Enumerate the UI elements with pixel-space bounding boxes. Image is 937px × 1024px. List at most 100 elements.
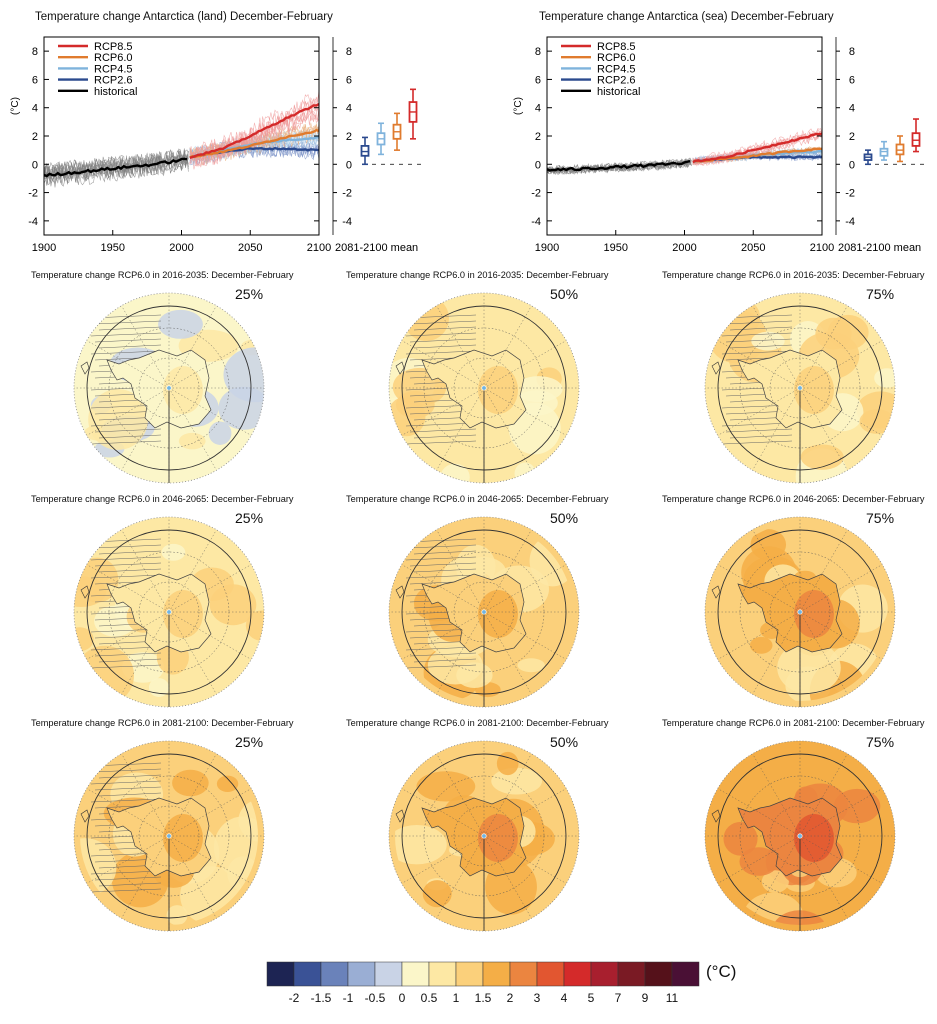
hatch-line bbox=[409, 320, 477, 325]
y-tick-label: 2 bbox=[32, 131, 38, 143]
pole-marker bbox=[797, 833, 803, 839]
hatch-line bbox=[721, 332, 793, 337]
colorbar-swatch bbox=[644, 961, 673, 987]
interior-warming bbox=[163, 366, 203, 414]
y-tick-label: -2 bbox=[28, 188, 38, 200]
hatch-line bbox=[98, 658, 162, 663]
hatch-line bbox=[405, 646, 477, 651]
y-tick-label-right: 2 bbox=[849, 131, 855, 143]
map-panel: Temperature change RCP6.0 in 2016-2035: … bbox=[340, 270, 620, 485]
map-field bbox=[705, 517, 895, 707]
colorbar-tick-label: 3 bbox=[533, 991, 541, 1005]
map-panel: Temperature change RCP6.0 in 2016-2035: … bbox=[25, 270, 305, 485]
hatch-line bbox=[90, 798, 162, 803]
colorbar-swatch bbox=[428, 961, 457, 987]
map-border bbox=[704, 516, 896, 708]
map-percentile: 25% bbox=[235, 734, 264, 750]
hatch-line bbox=[90, 646, 162, 651]
field-patch bbox=[456, 662, 493, 689]
mean-label: 2081-2100 mean bbox=[335, 242, 418, 254]
polar-map bbox=[388, 740, 580, 932]
field-patch bbox=[777, 641, 841, 694]
field-patch bbox=[74, 627, 94, 652]
field-patch bbox=[750, 529, 787, 561]
colorbar-tick-label: 1.5 bbox=[474, 991, 492, 1005]
map-border bbox=[73, 740, 265, 932]
colorbar-tick-label: 4 bbox=[560, 991, 568, 1005]
colorbar-swatch bbox=[374, 961, 403, 987]
map-panel: Temperature change RCP6.0 in 2016-2035: … bbox=[656, 270, 936, 485]
field-patch bbox=[800, 444, 844, 470]
pole-marker bbox=[166, 385, 172, 391]
y-tick-label-right: 6 bbox=[849, 74, 855, 86]
colorbar-tick-label: 11 bbox=[665, 991, 679, 1005]
map-title: Temperature change RCP6.0 in 2046-2065: … bbox=[662, 494, 925, 504]
hatch-line bbox=[90, 350, 162, 355]
y-tick-label: 2 bbox=[535, 131, 541, 143]
hatch-line bbox=[413, 550, 477, 555]
interior-warming bbox=[478, 590, 518, 638]
hatch-line bbox=[413, 658, 477, 663]
colorbar-swatch bbox=[455, 961, 484, 987]
south-america-outline bbox=[395, 361, 405, 375]
map-panel: Temperature change RCP6.0 in 2081-2100: … bbox=[340, 718, 620, 933]
colorbar-swatch bbox=[482, 961, 511, 987]
latitude-circle bbox=[453, 805, 515, 867]
boxplot-box-RCP2.6 bbox=[360, 144, 370, 157]
map-title: Temperature change RCP6.0 in 2016-2035: … bbox=[662, 270, 925, 280]
plot-frame bbox=[546, 36, 823, 236]
map-title: Temperature change RCP6.0 in 2081-2100: … bbox=[31, 718, 294, 728]
x-tick-label: 1950 bbox=[101, 242, 125, 254]
field-patch bbox=[517, 658, 545, 673]
map-panel: Temperature change RCP6.0 in 2046-2065: … bbox=[25, 494, 305, 709]
colorbar-tick-label: 1 bbox=[452, 991, 460, 1005]
colorbar-swatch bbox=[509, 961, 538, 987]
hatch-line bbox=[405, 332, 477, 337]
hatch-line bbox=[98, 792, 162, 797]
pole-marker bbox=[166, 609, 172, 615]
south-america-outline bbox=[80, 361, 90, 375]
y-tick-label-right: 0 bbox=[346, 159, 352, 171]
hatch-line bbox=[94, 786, 162, 791]
latitude-circle bbox=[453, 357, 515, 419]
y-tick-label: 6 bbox=[32, 74, 38, 86]
hatch-line bbox=[413, 434, 477, 439]
hatch-line bbox=[90, 780, 162, 785]
hatch-line bbox=[725, 338, 793, 343]
boxplot-box-RCP6.0 bbox=[895, 143, 905, 156]
sea-panel-title: Temperature change Antarctica (sea) Dece… bbox=[539, 11, 834, 23]
hatch-line bbox=[94, 768, 162, 773]
map-percentile: 50% bbox=[550, 286, 579, 302]
colorbar-swatch bbox=[671, 961, 700, 987]
y-tick-label-right: -2 bbox=[845, 188, 855, 200]
map-title: Temperature change RCP6.0 in 2016-2035: … bbox=[31, 270, 294, 280]
y-tick-label: 8 bbox=[32, 46, 38, 58]
y-tick-label: -2 bbox=[531, 188, 541, 200]
field-patch bbox=[859, 409, 895, 434]
ensemble-line bbox=[43, 154, 189, 184]
x-tick-label: 2050 bbox=[238, 242, 262, 254]
map-percentile: 75% bbox=[866, 510, 895, 526]
colorbar-tick-label: -1 bbox=[342, 991, 354, 1005]
y-tick-label: 6 bbox=[535, 74, 541, 86]
hatch-line bbox=[721, 422, 793, 427]
ensemble-line bbox=[692, 128, 823, 162]
legend-label-RCP8.5: RCP8.5 bbox=[597, 41, 636, 53]
x-tick-label: 1900 bbox=[32, 242, 56, 254]
y-axis-label: (°C) bbox=[513, 97, 524, 115]
south-america-outline bbox=[711, 585, 721, 599]
colorbar-swatch bbox=[293, 961, 322, 987]
interior-warming bbox=[478, 366, 518, 414]
polar-map bbox=[704, 740, 896, 932]
colorbar-tick-label: -0.5 bbox=[364, 991, 386, 1005]
timeseries-plot-1: -4 -4 -2 -2 0 0 2 2 4 4 6 6 8 8 1900 1950 2000 2050 2100 (°… bbox=[513, 36, 926, 254]
hatch-line bbox=[405, 350, 477, 355]
interior-warming bbox=[794, 590, 834, 638]
colorbar-tick-label: -1.5 bbox=[310, 991, 332, 1005]
map-field bbox=[389, 293, 579, 483]
hatch-line bbox=[409, 562, 477, 567]
hatch-line bbox=[90, 574, 162, 579]
field-patch bbox=[172, 769, 209, 797]
field-patch bbox=[178, 432, 206, 450]
south-america-outline bbox=[711, 809, 721, 823]
